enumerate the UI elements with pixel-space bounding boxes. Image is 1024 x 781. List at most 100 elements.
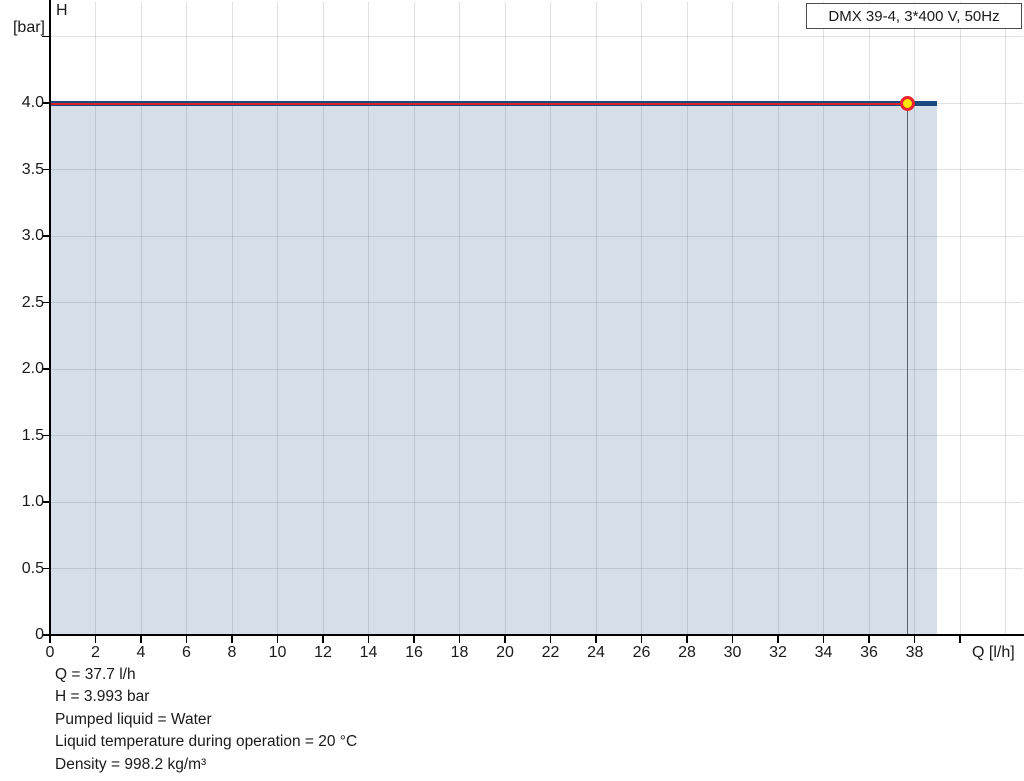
legend-box: DMX 39-4, 3*400 V, 50Hz <box>806 3 1022 29</box>
x-gridline <box>95 2 96 635</box>
x-tick <box>640 636 643 643</box>
x-axis-label: Q [l/h] <box>972 644 1015 661</box>
x-gridline <box>732 2 733 635</box>
y-gridline <box>50 302 1023 303</box>
y-gridline <box>50 235 1023 237</box>
x-gridline <box>413 2 415 635</box>
x-tick <box>595 636 597 643</box>
x-tick-label: 34 <box>814 644 833 661</box>
x-gridline <box>686 2 688 635</box>
y-tick-label: 3.0 <box>21 227 44 244</box>
y-tick <box>42 634 50 636</box>
x-tick-label: 2 <box>91 644 100 661</box>
x-gridline <box>914 2 915 635</box>
y-tick <box>42 501 50 503</box>
x-tick <box>49 636 51 643</box>
y-tick <box>42 434 50 437</box>
x-tick-label: 22 <box>541 644 560 661</box>
x-tick <box>367 636 370 643</box>
x-gridline <box>368 2 369 635</box>
x-tick-label: 24 <box>587 644 605 661</box>
y-tick-label: 3.5 <box>21 160 44 178</box>
x-tick-label: 28 <box>678 644 696 661</box>
x-tick-label: 16 <box>405 644 423 661</box>
x-tick <box>868 636 870 643</box>
y-tick-label: 0.5 <box>21 559 44 577</box>
y-tick-label: 4.0 <box>21 94 44 111</box>
y-axis-line <box>48 0 51 636</box>
x-gridline <box>140 2 142 635</box>
x-gridline <box>641 2 642 635</box>
x-tick-label: 0 <box>45 644 55 661</box>
y-tick <box>42 35 50 38</box>
x-gridline <box>231 2 233 635</box>
x-gridline <box>186 2 187 635</box>
x-gridline <box>823 2 824 635</box>
x-gridline <box>322 2 324 635</box>
x-tick <box>276 636 279 643</box>
y-tick <box>42 567 50 570</box>
x-tick <box>413 636 415 643</box>
annotation-pumped-liquid: Pumped liquid = Water <box>55 710 212 728</box>
y-gridline <box>50 169 1023 170</box>
y-tick <box>42 235 50 237</box>
x-tick-label: 4 <box>136 644 146 661</box>
annotation-flow: Q = 37.7 l/h <box>55 666 136 683</box>
x-tick <box>777 636 779 643</box>
x-tick-label: 12 <box>314 644 332 661</box>
x-tick-label: 26 <box>632 644 651 661</box>
x-tick <box>185 636 188 643</box>
y-gridline <box>50 435 1023 436</box>
x-tick-label: 32 <box>769 644 787 661</box>
x-gridline <box>504 2 506 635</box>
x-tick-label: 20 <box>496 644 514 661</box>
x-tick-label: 36 <box>860 644 878 661</box>
x-gridline <box>777 2 779 635</box>
annotation-density: Density = 998.2 kg/m³ <box>55 755 207 773</box>
y-gridline <box>50 568 1023 569</box>
x-tick <box>322 636 324 643</box>
x-tick <box>231 636 233 643</box>
y-tick <box>42 368 50 370</box>
duty-point-marker <box>900 96 916 112</box>
y-tick-label: 2.5 <box>21 293 44 311</box>
x-tick <box>458 636 461 643</box>
x-tick <box>686 636 688 643</box>
x-gridline <box>868 2 870 635</box>
x-tick <box>959 636 961 643</box>
x-gridline <box>277 2 278 635</box>
duty-annotations: Q = 37.7 l/h H = 3.993 bar Pumped liquid… <box>55 664 357 776</box>
y-gridline <box>50 36 1023 37</box>
x-tick <box>504 636 506 643</box>
x-tick-label: 18 <box>450 644 469 661</box>
curve-area-fill <box>50 104 938 635</box>
y-tick-label: 2.0 <box>21 360 44 377</box>
y-tick-label: 1.5 <box>21 426 44 444</box>
annotation-head: H = 3.993 bar <box>55 688 150 706</box>
x-gridline <box>550 2 551 635</box>
x-tick-label: 14 <box>359 644 378 661</box>
x-tick-label: 38 <box>905 644 924 661</box>
x-tick-label: 30 <box>723 644 742 661</box>
y-tick <box>42 168 50 171</box>
legend-label: DMX 39-4, 3*400 V, 50Hz <box>828 7 1000 25</box>
x-axis-line <box>48 634 1024 636</box>
y-gridline <box>50 368 1023 370</box>
head-indicator-line <box>50 102 908 106</box>
y-tick-label: 1.0 <box>21 493 44 510</box>
y-axis-label-unit: [bar] <box>12 19 45 36</box>
x-gridline <box>459 2 460 635</box>
x-tick <box>549 636 552 643</box>
y-tick <box>42 102 50 104</box>
x-tick <box>822 636 825 643</box>
y-axis-label-symbol: H <box>56 2 68 19</box>
x-tick <box>731 636 734 643</box>
y-tick-label: 0 <box>35 626 44 643</box>
x-tick <box>94 636 97 643</box>
x-gridline <box>959 2 961 635</box>
flow-indicator-line <box>906 103 909 635</box>
x-gridline <box>595 2 597 635</box>
x-gridline <box>1005 2 1006 635</box>
x-tick-label: 10 <box>268 644 287 661</box>
